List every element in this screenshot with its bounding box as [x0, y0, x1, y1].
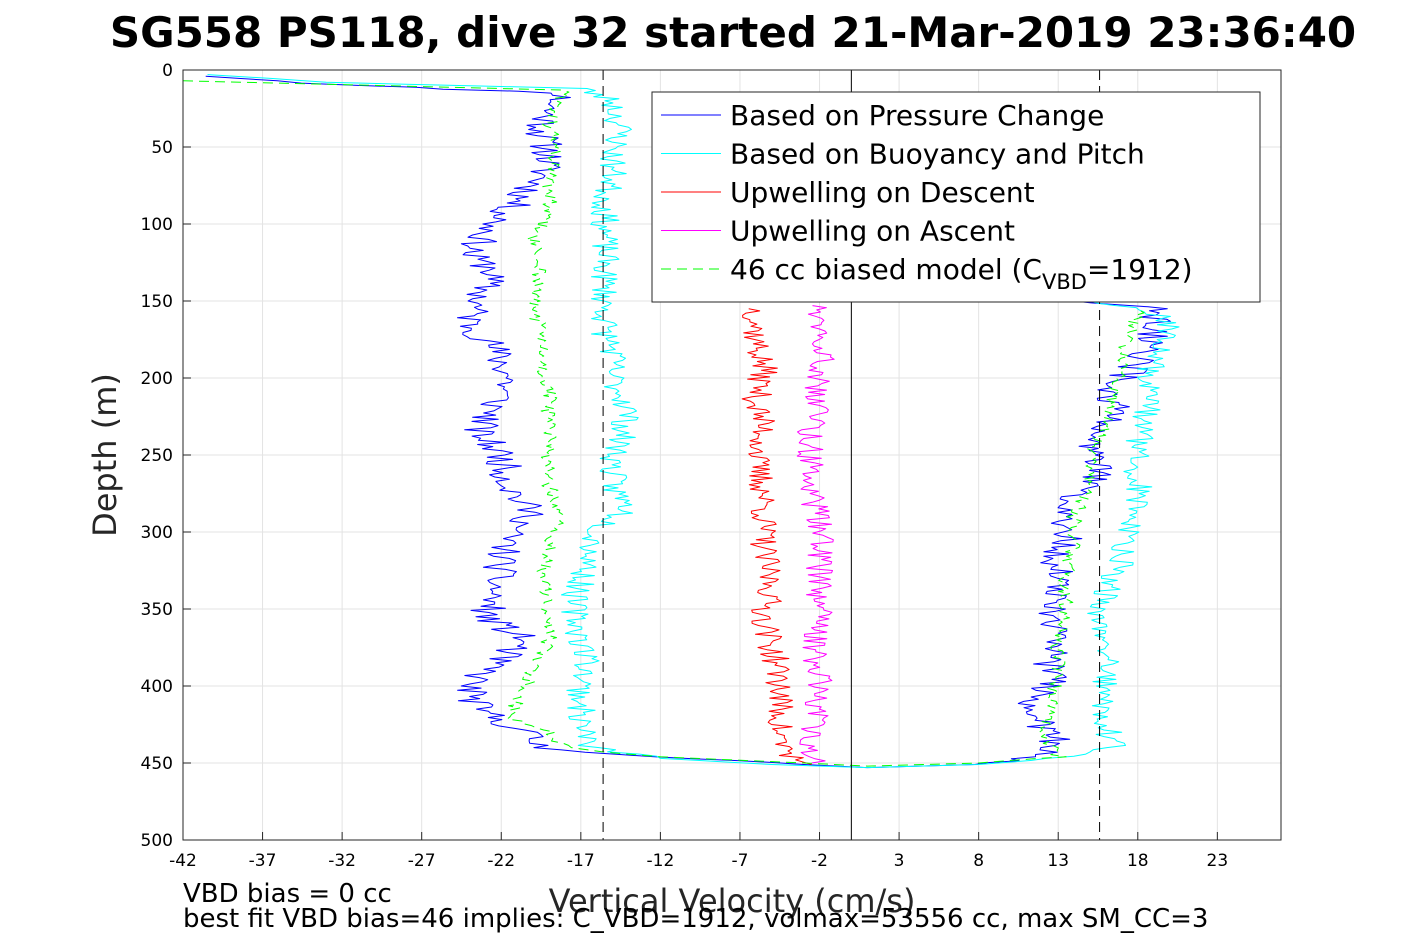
x-tick-label: -22: [487, 851, 515, 871]
y-tick-label: 500: [141, 831, 173, 851]
series-line: [207, 74, 1180, 769]
y-tick-label: 350: [141, 600, 173, 620]
x-axis-label: Vertical Velocity (cm/s): [549, 882, 916, 920]
x-tick-label: 3: [894, 851, 905, 871]
x-tick-label: -2: [811, 851, 828, 871]
x-tick-label: -17: [567, 851, 595, 871]
vbd-bias-note: VBD bias = 0 cc: [183, 879, 392, 909]
x-tick-label: -7: [731, 851, 748, 871]
y-axis-label: Depth (m): [86, 373, 124, 537]
chart-title: SG558 PS118, dive 32 started 21-Mar-2019…: [110, 8, 1356, 57]
legend: Based on Pressure Change Based on Buoyanc…: [651, 91, 1261, 303]
legend-label: Upwelling on Ascent: [730, 215, 1015, 248]
y-tick-label: 100: [141, 215, 173, 235]
series-line: [205, 75, 1171, 769]
legend-label: Upwelling on Descent: [730, 176, 1035, 209]
x-tick-label: 23: [1207, 851, 1229, 871]
legend-label: Based on Pressure Change: [730, 99, 1104, 132]
x-tick-label: -12: [647, 851, 675, 871]
y-tick-label: 150: [141, 292, 173, 312]
legend-label: Based on Buoyancy and Pitch: [730, 138, 1145, 171]
legend-box: [651, 91, 1261, 303]
y-tick-label: 50: [151, 138, 173, 158]
best-fit-note: best fit VBD bias=46 implies: C_VBD=1912…: [183, 904, 1208, 934]
series-line: [796, 305, 835, 764]
series-line: [741, 308, 812, 765]
x-tick-label: -42: [169, 851, 197, 871]
y-tick-label: 300: [141, 523, 173, 543]
x-tick-label: 13: [1047, 851, 1069, 871]
x-tick-label: 18: [1127, 851, 1149, 871]
x-tick-label: -27: [408, 851, 436, 871]
ticks: -42 -37 -32 -27 -22 -17 -12 -7 -2 3 8 13 18 23 0 50 100 1…: [141, 61, 1229, 871]
y-tick-label: 400: [141, 677, 173, 697]
y-tick-label: 250: [141, 446, 173, 466]
y-tick-label: 0: [162, 61, 173, 81]
x-tick-label: -37: [249, 851, 277, 871]
series-layer: [182, 74, 1180, 769]
y-tick-label: 200: [141, 369, 173, 389]
series-line: [182, 80, 1145, 767]
y-tick-label: 450: [141, 754, 173, 774]
x-tick-label: -32: [328, 851, 356, 871]
x-tick-label: 8: [973, 851, 984, 871]
